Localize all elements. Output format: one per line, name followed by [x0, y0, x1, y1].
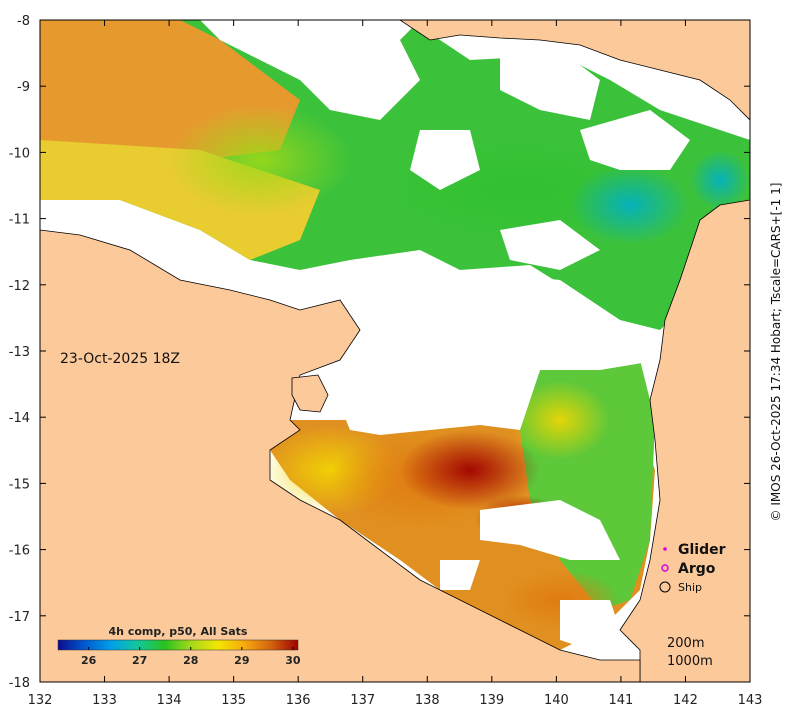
cloud-mask-gulf [480, 500, 620, 560]
legend-glider-label: Glider [678, 542, 726, 558]
x-tick-label: 142 [673, 693, 698, 708]
sst-teal-patch [570, 165, 690, 245]
x-tick-label: 141 [608, 693, 633, 708]
y-tick-label: -9 [17, 80, 30, 95]
depth-label-1000m: 1000m [667, 654, 713, 669]
x-tick-label: 135 [221, 693, 246, 708]
x-tick-label: 133 [92, 693, 117, 708]
colorbar: 4h comp, p50, All Sats 26 27 28 29 30 [57, 625, 301, 667]
cloud-mask-gulf-3 [560, 600, 620, 650]
land-new-guinea [399, 20, 750, 121]
land-groote-eylandt [291, 374, 329, 413]
colorbar-tick-label: 29 [234, 654, 249, 667]
legend-argo-label: Argo [678, 561, 716, 577]
x-tick-label: 136 [286, 693, 311, 708]
y-tick-label: -16 [9, 544, 30, 559]
y-tick-label: -13 [9, 345, 30, 360]
colorbar-ticks: 26 27 28 29 30 [81, 647, 301, 667]
colorbar-tick-label: 26 [81, 654, 97, 667]
y-tick-label: -10 [9, 146, 30, 161]
sst-gulf-yellow-2 [510, 380, 610, 460]
y-tick-label: -11 [9, 213, 30, 228]
legend: Glider Argo Ship [659, 542, 726, 594]
cloud-mask-gulf-2 [440, 560, 480, 590]
colorbar-tick-label: 30 [285, 654, 301, 667]
x-tick-label: 137 [350, 693, 375, 708]
x-tick-label: 143 [738, 693, 763, 708]
cloud-mask-north-3 [410, 130, 480, 190]
x-tick-label: 134 [157, 693, 182, 708]
legend-ship-label: Ship [678, 581, 702, 594]
x-tick-label: 132 [28, 693, 53, 708]
cloud-mask-mid [500, 220, 600, 270]
y-axis: -8 -9 -10 -11 -12 -13 -14 -15 -16 -17 -18 [9, 14, 750, 691]
y-tick-label: -15 [9, 477, 30, 492]
colorbar-title: 4h comp, p50, All Sats [109, 625, 248, 638]
sst-lightgreen-patch [170, 105, 350, 215]
sst-teal-patch-2 [690, 150, 750, 210]
y-tick-label: -17 [9, 610, 30, 625]
y-tick-label: -18 [9, 676, 30, 691]
copyright-note: © IMOS 26-Oct-2025 17:34 Hobart; Tscale=… [769, 183, 783, 522]
ship-marker-icon [659, 581, 671, 593]
x-axis: 132 133 134 135 136 137 138 139 140 141 142 143 [28, 20, 763, 708]
cloud-mask-central [320, 250, 660, 435]
sst-gulf-dkred [400, 430, 540, 510]
land-arnhem-land [40, 229, 641, 682]
glider-marker-icon [663, 547, 667, 551]
y-tick-label: -8 [17, 14, 30, 29]
y-tick-label: -12 [9, 279, 30, 294]
colorbar-tick-label: 27 [132, 654, 147, 667]
depth-label-200m: 200m [667, 636, 704, 651]
colorbar-gradient [57, 639, 299, 651]
x-tick-label: 140 [544, 693, 569, 708]
x-tick-label: 138 [415, 693, 440, 708]
cloud-mask-east [580, 110, 690, 170]
x-tick-label: 139 [479, 693, 504, 708]
argo-marker-icon [661, 564, 669, 572]
cloud-mask-north [200, 20, 420, 120]
date-label: 23-Oct-2025 18Z [60, 351, 180, 367]
colorbar-tick-label: 28 [183, 654, 198, 667]
y-tick-label: -14 [9, 411, 30, 426]
cloud-mask-north-2 [500, 50, 600, 120]
